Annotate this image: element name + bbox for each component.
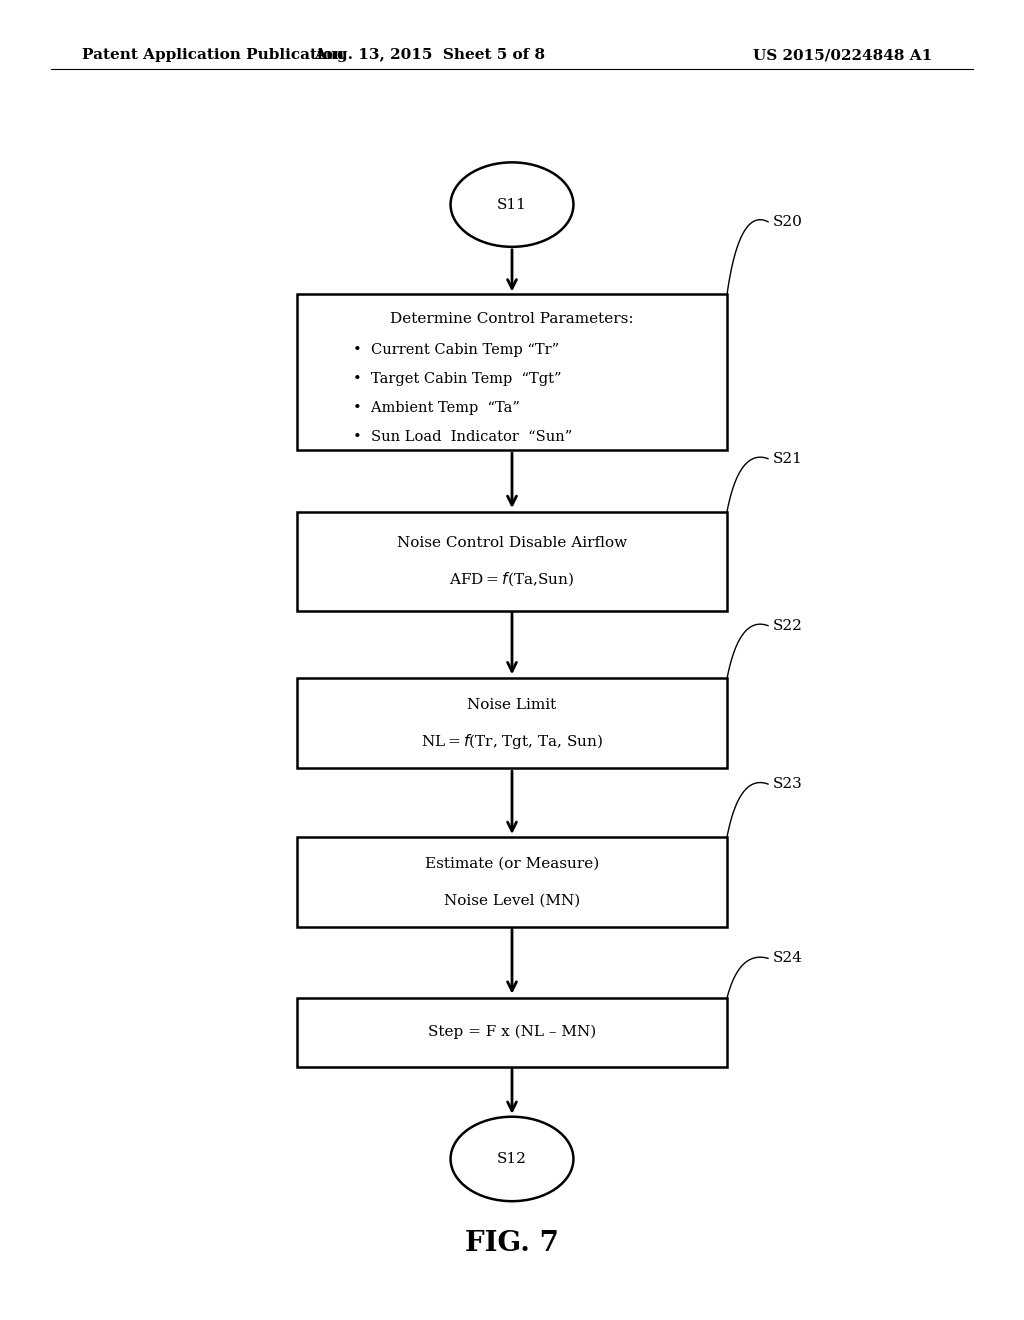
Text: •  Current Cabin Temp “Tr”: • Current Cabin Temp “Tr” — [353, 343, 559, 356]
FancyBboxPatch shape — [297, 837, 727, 927]
Text: S21: S21 — [773, 451, 803, 466]
Text: S22: S22 — [773, 619, 803, 632]
Text: S20: S20 — [773, 215, 803, 228]
Text: NL = $\mathit{f}$(Tr, Tgt, Ta, Sun): NL = $\mathit{f}$(Tr, Tgt, Ta, Sun) — [421, 733, 603, 751]
FancyBboxPatch shape — [297, 294, 727, 450]
Text: S23: S23 — [773, 777, 803, 791]
Text: Noise Level (MN): Noise Level (MN) — [443, 894, 581, 907]
Text: AFD = $\mathit{f}$(Ta,Sun): AFD = $\mathit{f}$(Ta,Sun) — [450, 570, 574, 589]
Text: •  Ambient Temp  “Ta”: • Ambient Temp “Ta” — [353, 401, 520, 414]
FancyBboxPatch shape — [297, 998, 727, 1067]
Text: Patent Application Publication: Patent Application Publication — [82, 49, 344, 62]
FancyBboxPatch shape — [297, 678, 727, 768]
Ellipse shape — [451, 1117, 573, 1201]
FancyBboxPatch shape — [297, 512, 727, 610]
Text: Noise Limit: Noise Limit — [467, 698, 557, 711]
Text: S11: S11 — [497, 198, 527, 211]
Text: US 2015/0224848 A1: US 2015/0224848 A1 — [753, 49, 932, 62]
Text: S24: S24 — [773, 952, 803, 965]
Text: FIG. 7: FIG. 7 — [465, 1230, 559, 1257]
Ellipse shape — [451, 162, 573, 247]
Text: Determine Control Parameters:: Determine Control Parameters: — [390, 313, 634, 326]
Text: S12: S12 — [497, 1152, 527, 1166]
Text: Step = F x (NL – MN): Step = F x (NL – MN) — [428, 1026, 596, 1039]
Text: Aug. 13, 2015  Sheet 5 of 8: Aug. 13, 2015 Sheet 5 of 8 — [314, 49, 546, 62]
Text: •  Sun Load  Indicator  “Sun”: • Sun Load Indicator “Sun” — [353, 430, 572, 444]
Text: Noise Control Disable Airflow: Noise Control Disable Airflow — [397, 536, 627, 549]
Text: Estimate (or Measure): Estimate (or Measure) — [425, 857, 599, 870]
Text: •  Target Cabin Temp  “Tgt”: • Target Cabin Temp “Tgt” — [353, 372, 562, 385]
